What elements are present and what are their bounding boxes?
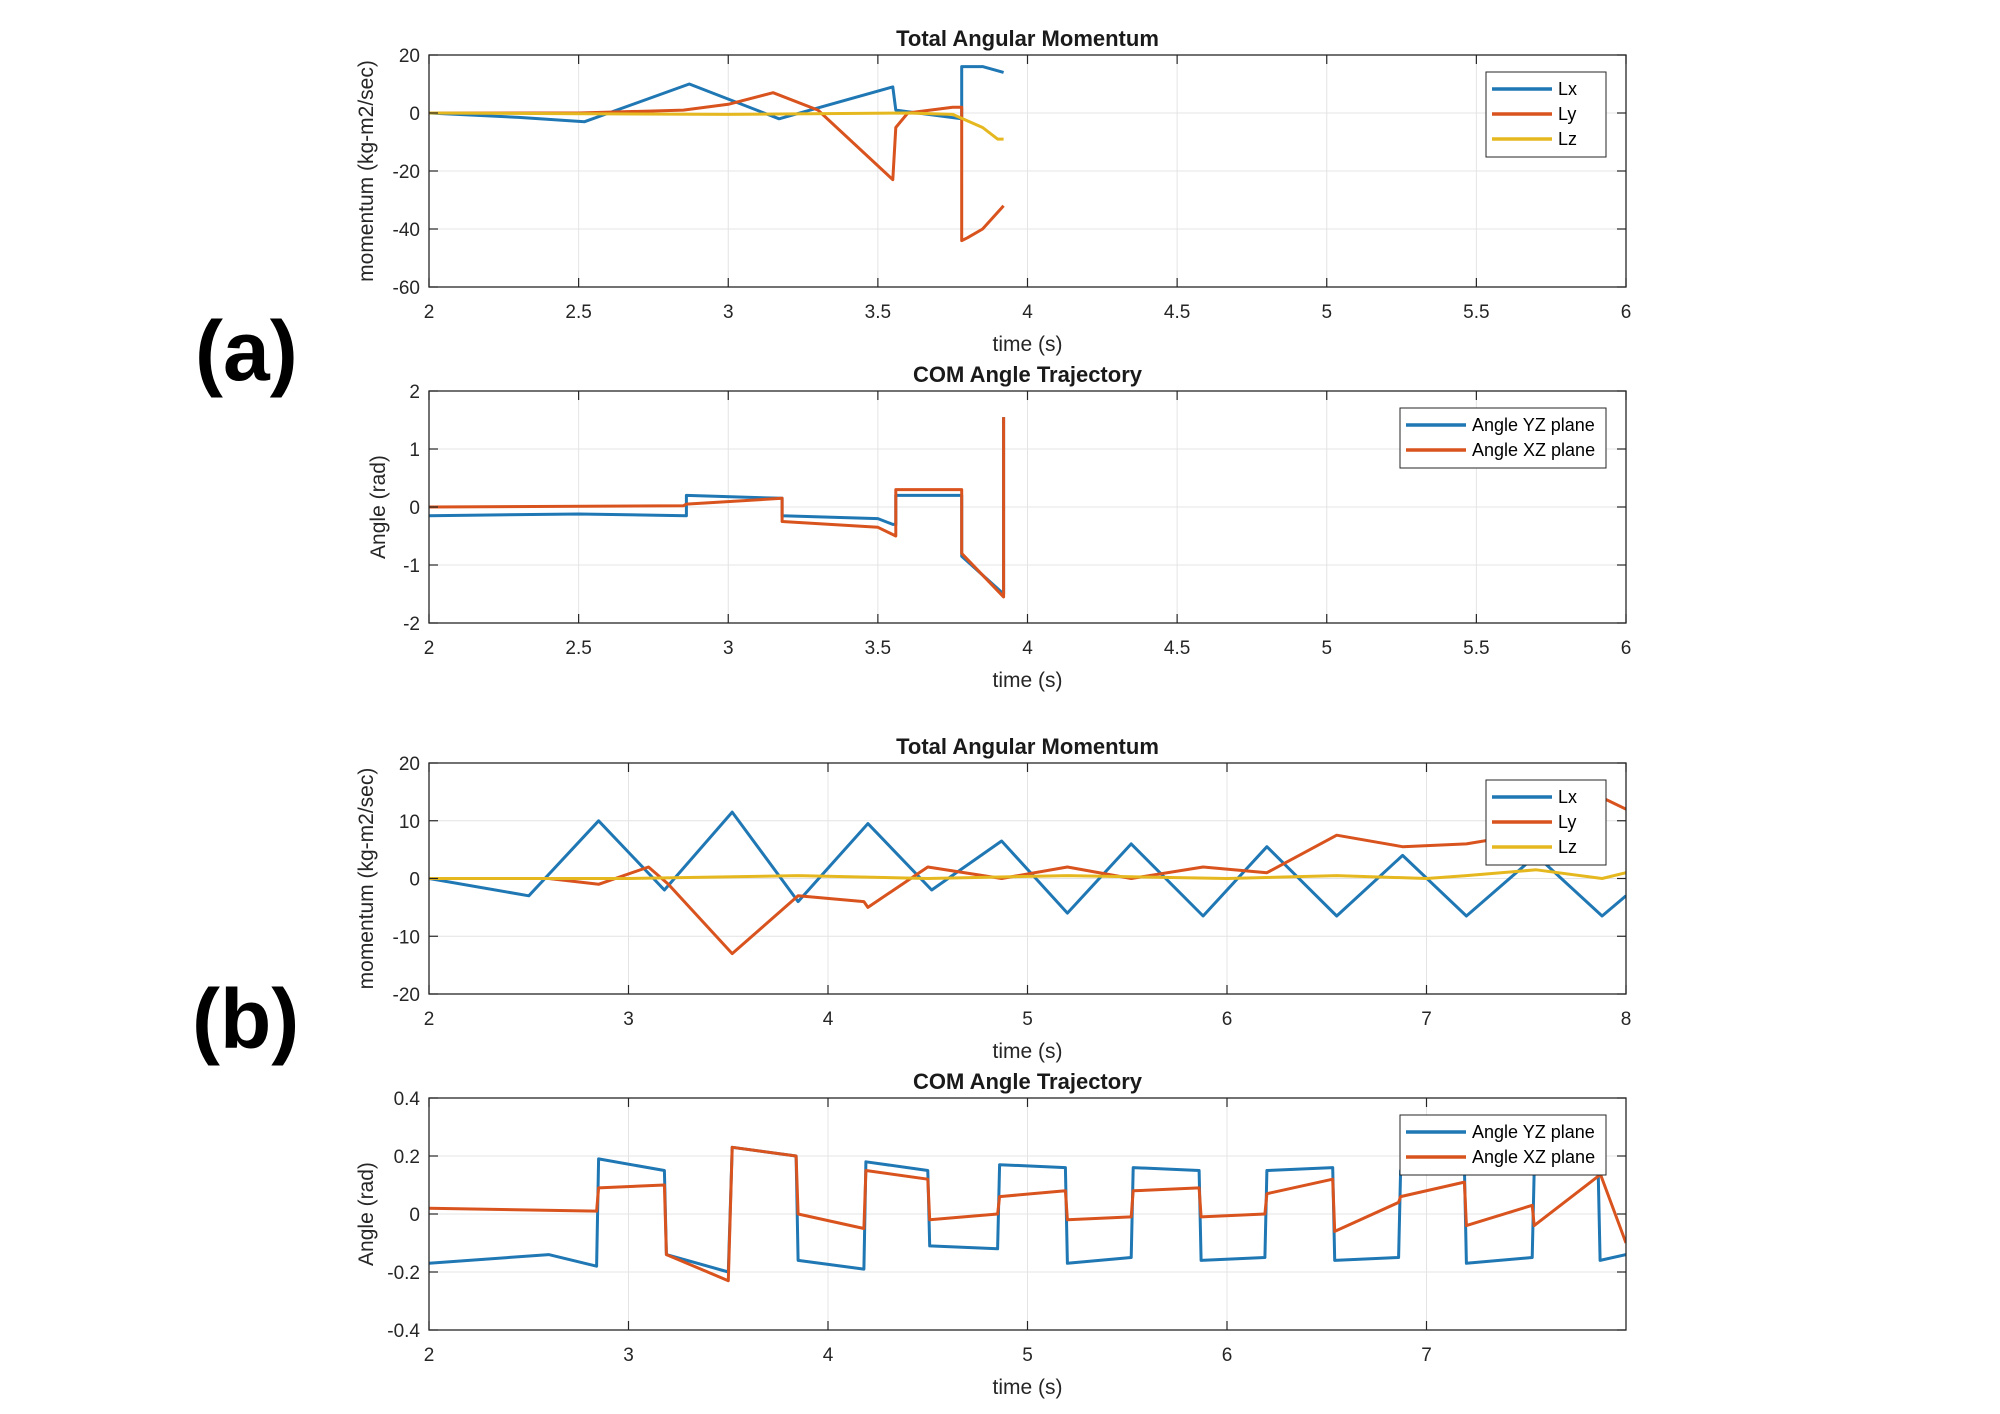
legend-label: Ly — [1558, 104, 1576, 124]
y-tick-label: 0 — [409, 870, 420, 891]
x-tick-label: 5 — [1321, 302, 1332, 323]
y-axis-label: Angle (rad) — [355, 1162, 378, 1266]
x-axis-label: time (s) — [993, 1040, 1063, 1063]
y-tick-label: 0.2 — [394, 1147, 420, 1168]
y-axis-label: momentum (kg-m2/sec) — [355, 768, 378, 990]
legend-label: Angle XZ plane — [1472, 440, 1595, 460]
plot-a-com-angle: 2 2.5 3 3.5 4 4.5 5 5.5 6 -2 -1 0 1 2 COM Angle Trajec… — [367, 362, 1631, 692]
y-tick-label: -1 — [403, 556, 420, 577]
panel-label-b: (b) — [192, 972, 299, 1066]
y-tick-label: -0.2 — [387, 1263, 420, 1284]
legend-label: Angle YZ plane — [1472, 415, 1595, 435]
y-tick-label: -0.4 — [387, 1321, 420, 1342]
x-tick-label: 5 — [1321, 638, 1332, 659]
legend-label: Angle YZ plane — [1472, 1122, 1595, 1142]
series-line-lx — [429, 65, 1004, 124]
x-tick-label: 3 — [723, 302, 734, 323]
x-tick-label: 4.5 — [1164, 638, 1190, 659]
x-tick-label: 3 — [623, 1345, 634, 1366]
y-tick-label: -40 — [393, 220, 420, 241]
x-tick-label: 4.5 — [1164, 302, 1190, 323]
y-tick-label: 20 — [399, 754, 420, 775]
x-axis-label: time (s) — [993, 333, 1063, 356]
x-tick-label: 4 — [823, 1009, 834, 1030]
x-tick-label: 6 — [1621, 302, 1632, 323]
y-tick-label: -2 — [403, 614, 420, 635]
x-tick-label: 6 — [1222, 1345, 1233, 1366]
legend-box — [1399, 1114, 1607, 1176]
x-tick-label: 6 — [1222, 1009, 1233, 1030]
x-tick-label: 2 — [424, 1009, 435, 1030]
legend-label: Lz — [1558, 129, 1577, 149]
x-tick-label: 4 — [1022, 302, 1033, 323]
series-line-angle-xz-plane — [429, 417, 1006, 599]
y-tick-label: -10 — [393, 927, 420, 948]
y-tick-label: 20 — [399, 46, 420, 67]
x-tick-label: 4 — [1022, 638, 1033, 659]
x-tick-label: 3.5 — [865, 302, 891, 323]
chart-title: COM Angle Trajectory — [913, 362, 1143, 387]
y-tick-label: 0 — [409, 104, 420, 125]
legend-label: Angle XZ plane — [1472, 1147, 1595, 1167]
x-axis-label: time (s) — [993, 1376, 1063, 1399]
x-tick-label: 7 — [1421, 1345, 1432, 1366]
chart-title: Total Angular Momentum — [896, 734, 1159, 759]
x-axis-label: time (s) — [993, 669, 1063, 692]
y-tick-label: 0 — [409, 498, 420, 519]
series-line-angle-xz-plane — [429, 1145, 1626, 1283]
x-tick-label: 3 — [623, 1009, 634, 1030]
legend-label: Lx — [1558, 787, 1577, 807]
legend-label: Lz — [1558, 837, 1577, 857]
x-tick-label: 3 — [723, 638, 734, 659]
x-tick-label: 8 — [1621, 1009, 1632, 1030]
legend-box — [1399, 407, 1607, 469]
series-line-lz — [429, 111, 1004, 141]
series-line-lx — [429, 810, 1626, 918]
x-tick-label: 3.5 — [865, 638, 891, 659]
x-tick-label: 2.5 — [565, 302, 591, 323]
x-tick-label: 4 — [823, 1345, 834, 1366]
x-tick-label: 5.5 — [1463, 638, 1489, 659]
chart-title: COM Angle Trajectory — [913, 1069, 1143, 1094]
x-tick-label: 2 — [424, 638, 435, 659]
x-tick-label: 2 — [424, 1345, 435, 1366]
y-tick-label: 10 — [399, 812, 420, 833]
x-tick-label: 7 — [1421, 1009, 1432, 1030]
y-axis-label: Angle (rad) — [367, 455, 390, 559]
y-tick-label: 0.4 — [394, 1089, 421, 1110]
series-line-ly — [429, 796, 1626, 956]
legend-label: Lx — [1558, 79, 1577, 99]
panel-label-a: (a) — [195, 304, 298, 398]
y-tick-label: -20 — [393, 162, 420, 183]
y-tick-label: -60 — [393, 278, 420, 299]
chart-title: Total Angular Momentum — [896, 26, 1159, 51]
y-tick-label: 0 — [409, 1205, 420, 1226]
y-tick-label: 2 — [409, 382, 420, 403]
series-line-lz — [429, 868, 1626, 880]
x-tick-label: 5.5 — [1463, 302, 1489, 323]
plot-b-angular-momentum: 2 3 4 5 6 7 8 -20 -10 0 10 20 Total Angular Momentum… — [355, 734, 1631, 1063]
series-line-ly — [429, 91, 1005, 243]
x-tick-label: 2 — [424, 302, 435, 323]
x-tick-label: 6 — [1621, 638, 1632, 659]
x-tick-label: 5 — [1022, 1345, 1033, 1366]
plot-a-angular-momentum: 2 2.5 3 3.5 4 4.5 5 5.5 6 -60 -40 -20 0 20 Total Angul… — [355, 26, 1631, 356]
plot-b-com-angle: 2 3 4 5 6 7 -0.4 -0.2 0 0.2 0.4 COM Angle Trajector… — [355, 1069, 1627, 1399]
y-tick-label: 1 — [409, 440, 420, 461]
x-tick-label: 2.5 — [565, 638, 591, 659]
y-axis-label: momentum (kg-m2/sec) — [355, 60, 378, 282]
x-tick-label: 5 — [1022, 1009, 1033, 1030]
y-tick-label: -20 — [393, 985, 420, 1006]
legend-label: Ly — [1558, 812, 1576, 832]
